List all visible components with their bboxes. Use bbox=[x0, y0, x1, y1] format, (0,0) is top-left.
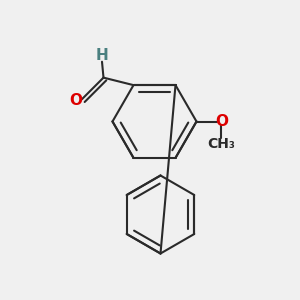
Text: O: O bbox=[69, 93, 82, 108]
Text: H: H bbox=[96, 48, 108, 63]
Text: O: O bbox=[215, 114, 228, 129]
Text: CH₃: CH₃ bbox=[208, 137, 235, 151]
